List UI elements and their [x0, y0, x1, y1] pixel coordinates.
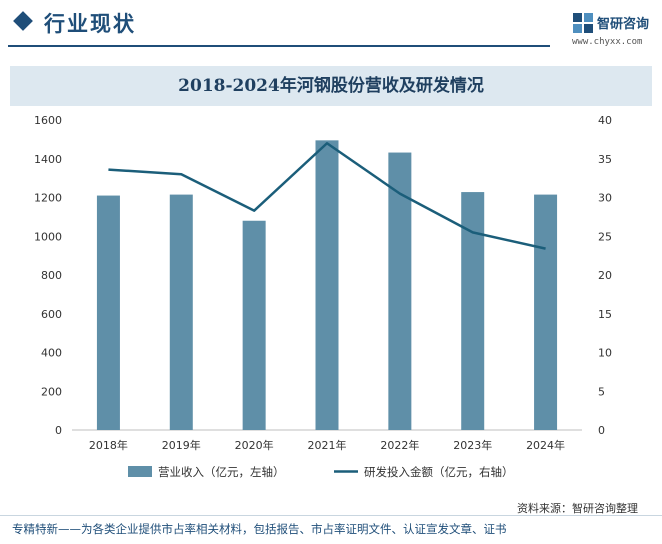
revenue-bar — [315, 140, 339, 430]
source-note: 资料来源：智研咨询整理 — [517, 502, 638, 515]
y-right-tick-label: 10 — [598, 347, 612, 360]
y-left-tick-label: 1400 — [34, 153, 62, 166]
revenue-bar — [461, 192, 485, 430]
legend-label-revenue: 营业收入（亿元，左轴） — [158, 465, 285, 479]
legend-label-rnd: 研发投入金额（亿元，右轴） — [364, 465, 514, 479]
chart-title: 2018-2024年河钢股份营收及研发情况 — [178, 76, 484, 96]
y-left-tick-label: 800 — [41, 269, 62, 282]
y-right-tick-label: 25 — [598, 230, 612, 243]
revenue-bar — [534, 194, 558, 430]
chart-title-band: 2018-2024年河钢股份营收及研发情况 — [10, 66, 652, 106]
x-tick-label: 2020年 — [235, 438, 274, 452]
x-tick-label: 2019年 — [162, 438, 201, 452]
footer-divider — [0, 515, 662, 516]
y-right-tick-label: 35 — [598, 153, 612, 166]
legend-swatch-revenue — [128, 466, 152, 477]
x-tick-label: 2024年 — [526, 438, 565, 452]
rnd-investment-line — [108, 142, 546, 250]
brand-url: www.chyxx.com — [572, 37, 643, 47]
y-right-tick-label: 30 — [598, 192, 612, 205]
chyxx-logo-icon — [573, 13, 593, 33]
y-right-tick-label: 20 — [598, 269, 612, 282]
y-right-tick-label: 0 — [598, 424, 605, 437]
y-right-tick-label: 15 — [598, 308, 612, 321]
x-tick-label: 2021年 — [308, 438, 347, 452]
section-title: 行业现状 — [44, 12, 136, 36]
header-divider — [8, 45, 550, 47]
y-right-tick-label: 40 — [598, 114, 612, 127]
revenue-bar — [96, 195, 120, 430]
y-left-tick-label: 1000 — [34, 230, 62, 243]
x-tick-label: 2018年 — [89, 438, 128, 452]
y-right-tick-label: 5 — [598, 385, 605, 398]
brand-name: 智研咨询 — [597, 17, 650, 32]
y-left-tick-label: 0 — [55, 424, 62, 437]
y-left-tick-label: 200 — [41, 385, 62, 398]
combo-chart: 0 200 400 600 800 1000 1200 1400 1600 0 5 10 15 20 25 3… — [34, 114, 612, 479]
x-tick-label: 2022年 — [380, 438, 419, 452]
x-tick-label: 2023年 — [453, 438, 492, 452]
y-left-tick-label: 1200 — [34, 192, 62, 205]
revenue-bar — [242, 220, 266, 430]
footer-text: 专精特新——为各类企业提供市占率相关材料，包括报告、市占率证明文件、认证宣发文章… — [12, 522, 507, 536]
page-header: 行业现状 智研咨询 www.chyxx.com — [0, 0, 662, 50]
revenue-bar — [169, 194, 193, 430]
revenue-bar — [388, 152, 412, 431]
y-left-tick-label: 1600 — [34, 114, 62, 127]
y-left-tick-label: 600 — [41, 308, 62, 321]
y-left-tick-label: 400 — [41, 347, 62, 360]
